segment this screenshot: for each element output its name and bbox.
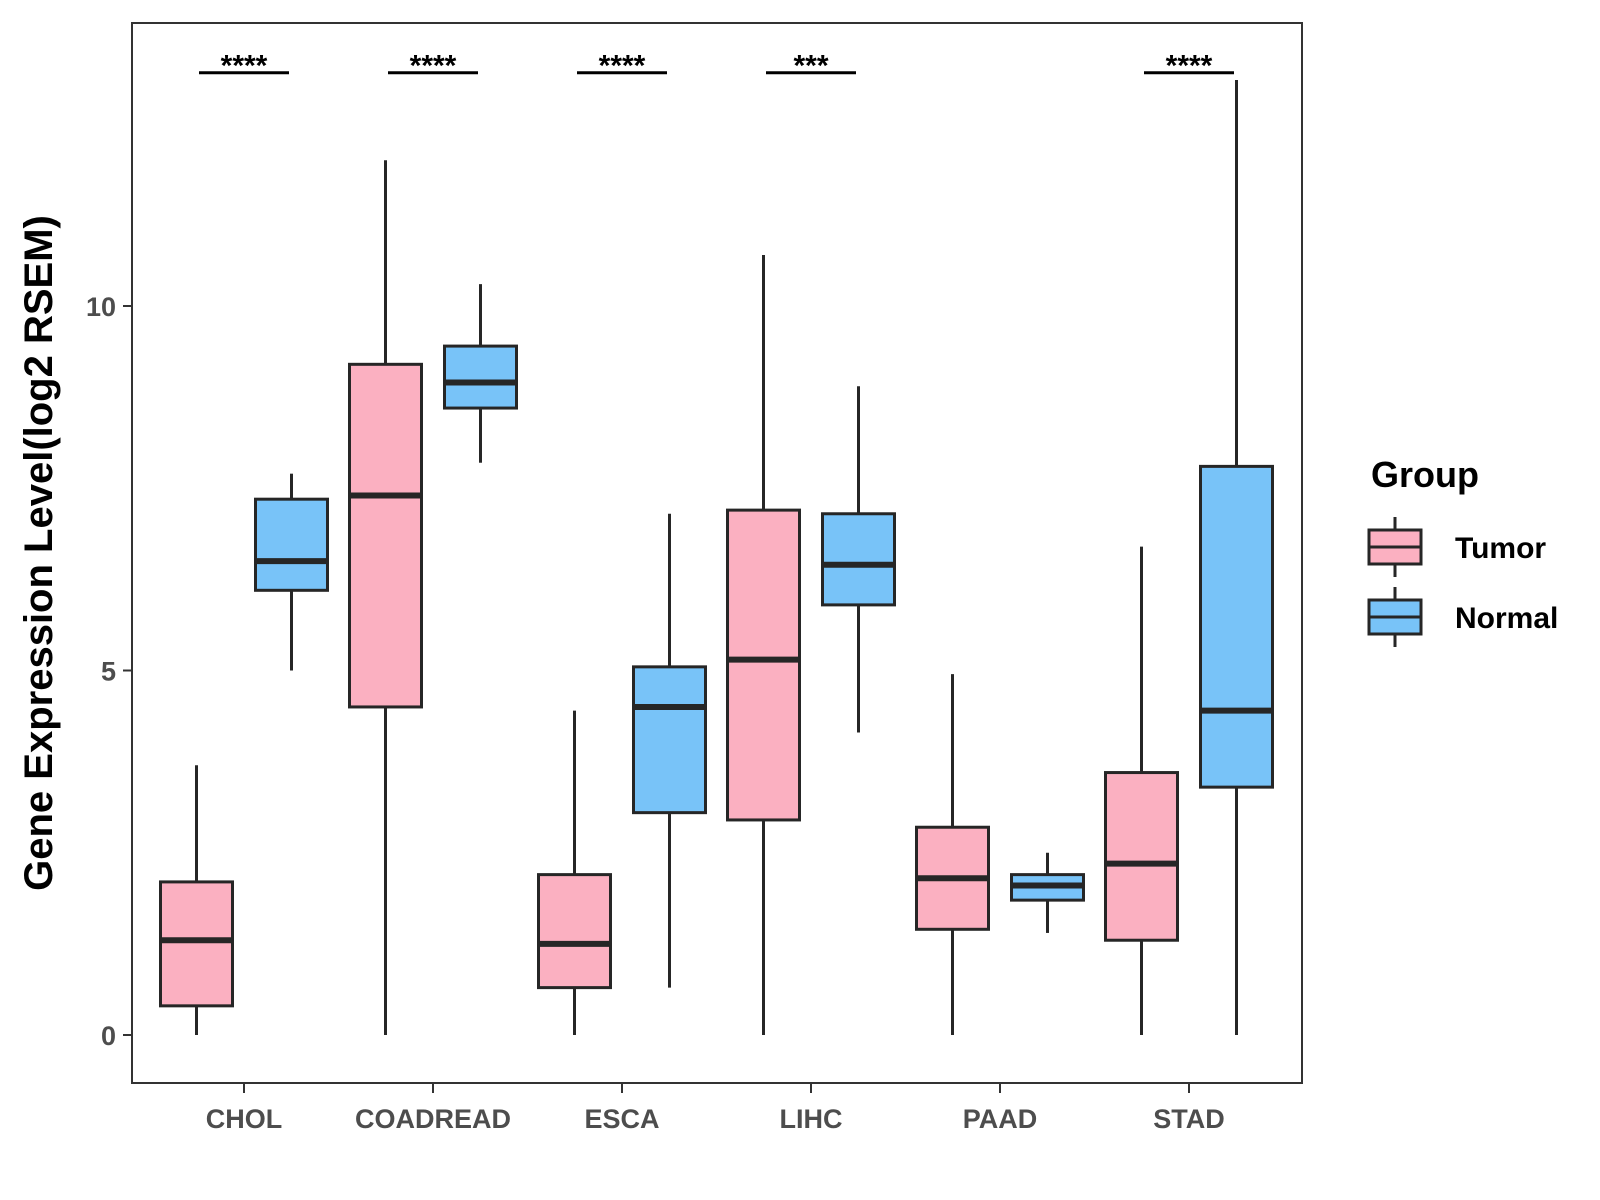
- legend-label: Tumor: [1455, 532, 1546, 565]
- legend-label: Normal: [1455, 602, 1558, 635]
- chart-marks: **** **** **** *** ****: [159, 50, 1274, 1035]
- box-normal-stad: [1199, 80, 1274, 1035]
- y-tick-label: 0: [101, 1021, 116, 1051]
- x-tick-label: LIHC: [780, 1104, 843, 1134]
- box-tumor-stad: [1104, 546, 1179, 1035]
- significance-label: ****: [221, 50, 268, 83]
- box-tumor-chol: [159, 765, 234, 1035]
- box-body: [1199, 464, 1274, 789]
- box-normal-chol: [254, 473, 329, 671]
- box-body: [726, 508, 801, 822]
- legend-title: Group: [1371, 454, 1479, 495]
- box-body: [254, 497, 329, 592]
- significance-label: ****: [599, 50, 646, 83]
- x-tick-label: STAD: [1153, 1104, 1225, 1134]
- legend-item-tumor: Tumor: [1367, 517, 1546, 577]
- box-tumor-esca: [537, 710, 612, 1035]
- box-normal-paad: [1010, 852, 1085, 933]
- box-body: [632, 665, 707, 815]
- box-body: [443, 344, 518, 410]
- significance-label: ***: [793, 50, 828, 83]
- legend: Group Tumor Normal: [1367, 454, 1558, 647]
- x-tick-label: PAAD: [963, 1104, 1038, 1134]
- box-body: [1104, 771, 1179, 942]
- box-body: [537, 873, 612, 990]
- box-body: [159, 880, 234, 1008]
- significance-label: ****: [410, 50, 457, 83]
- y-tick-label: 10: [86, 292, 116, 322]
- box-body: [348, 362, 423, 709]
- box-normal-lihc: [821, 386, 896, 733]
- x-tick-label: COADREAD: [355, 1104, 511, 1134]
- significance-label: ****: [1166, 50, 1213, 83]
- box-tumor-paad: [915, 674, 990, 1035]
- box-tumor-lihc: [726, 254, 801, 1035]
- box-normal-esca: [632, 513, 707, 988]
- y-tick-label: 5: [101, 657, 116, 687]
- box-tumor-coadread: [348, 160, 423, 1035]
- legend-item-normal: Normal: [1367, 587, 1558, 647]
- x-axis: CHOL COADREAD ESCA LIHC PAAD STAD: [206, 1083, 1225, 1134]
- box-normal-coadread: [443, 284, 518, 463]
- x-tick-label: CHOL: [206, 1104, 283, 1134]
- y-axis: 0 5 10: [86, 292, 132, 1051]
- box-body: [821, 512, 896, 607]
- y-axis-title: Gene Expression Level(log2 RSEM): [17, 215, 61, 891]
- x-tick-label: ESCA: [584, 1104, 659, 1134]
